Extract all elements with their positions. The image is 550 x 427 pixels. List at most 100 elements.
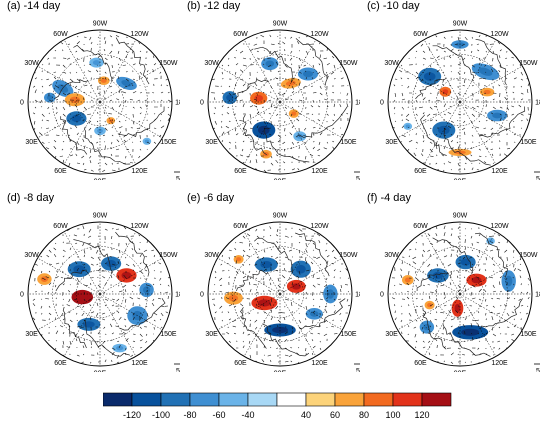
colorbar-label: -120 — [123, 410, 141, 420]
longitude-label: 90E — [454, 371, 467, 373]
longitude-label: 90E — [94, 371, 107, 373]
wind-vector — [341, 326, 342, 327]
anomaly-core — [261, 261, 273, 268]
longitude-label: 30W — [384, 252, 399, 259]
anomaly-core — [505, 276, 512, 287]
map-panel: (d) -8 day90W120W150W180150E120E90E60E30… — [5, 192, 180, 372]
longitude-label: 150W — [159, 252, 178, 259]
longitude-label: 60W — [53, 223, 68, 230]
longitude-label: 150E — [160, 331, 177, 338]
wind-vector — [485, 72, 486, 73]
anomaly-core — [303, 71, 313, 77]
anomaly-core — [122, 272, 132, 279]
colorbar-segment — [364, 393, 393, 406]
wind-vector — [402, 292, 403, 293]
longitude-label: 30W — [204, 60, 219, 67]
map-content — [208, 30, 352, 174]
longitude-label: 120W — [310, 223, 329, 230]
anomaly-core — [291, 111, 296, 115]
wind-vector — [465, 235, 466, 236]
wind-vector — [458, 120, 459, 121]
wind-vector — [70, 285, 71, 286]
polar-map: 90W120W150W180150E120E90E60E30E030W60W5 — [5, 0, 180, 180]
wind-vector — [84, 65, 85, 66]
longitude-label: 30W — [204, 252, 219, 259]
longitude-label: 0 — [20, 100, 24, 107]
anomaly-core — [71, 115, 81, 122]
wind-vector — [256, 271, 257, 272]
map-content — [208, 222, 352, 366]
anomaly-core — [236, 257, 241, 261]
colorbar-label: -60 — [212, 410, 225, 420]
wind-vector — [250, 348, 251, 349]
wind-vector — [416, 93, 417, 94]
longitude-label: 120E — [131, 360, 148, 367]
reference-vector-label: 5 — [176, 176, 180, 180]
colorbar-segment — [422, 393, 451, 406]
longitude-label: 150W — [159, 60, 178, 67]
anomaly-core — [93, 60, 100, 65]
longitude-label: 120E — [131, 168, 148, 175]
longitude-label: 180 — [175, 100, 180, 107]
longitude-label: 150W — [339, 60, 358, 67]
longitude-label: 120W — [490, 31, 509, 38]
reference-vector-label: 5 — [356, 368, 360, 372]
longitude-label: 30E — [25, 331, 38, 338]
longitude-label: 30W — [24, 60, 39, 67]
colorbar-label: -80 — [183, 410, 196, 420]
longitude-label: 150E — [520, 331, 537, 338]
colorbar-segment — [393, 393, 422, 406]
map-panel: (b) -12 day90W120W150W180150E120E90E60E3… — [185, 0, 360, 180]
wind-vector — [299, 313, 300, 314]
anomaly-core — [442, 89, 448, 94]
colorbar-segment — [161, 393, 190, 406]
longitude-label: 90W — [273, 213, 288, 220]
longitude-label: 30W — [24, 252, 39, 259]
wind-vector — [451, 72, 452, 73]
longitude-label: 90W — [273, 21, 288, 28]
wind-vector — [98, 79, 99, 80]
polar-map: 90W120W150W180150E120E90E60E30E030W60W5 — [365, 0, 540, 180]
longitude-label: 150E — [160, 139, 177, 146]
longitude-label: 0 — [200, 292, 204, 299]
longitude-label: 90W — [93, 213, 108, 220]
reference-vector-label: 5 — [536, 176, 540, 180]
anomaly-core — [406, 125, 410, 129]
longitude-label: 30W — [384, 60, 399, 67]
colorbar-segment — [248, 393, 277, 406]
map-panel: (f) -4 day90W120W150W180150E120E90E60E30… — [365, 192, 540, 372]
longitude-label: 30E — [25, 139, 38, 146]
polar-map: 90W120W150W180150E120E90E60E30E030W60W5 — [185, 0, 360, 180]
map-content — [388, 222, 532, 366]
longitude-label: 60E — [54, 168, 67, 175]
wind-vector — [257, 72, 258, 73]
colorbar-segment — [335, 393, 364, 406]
longitude-label: 120W — [130, 31, 149, 38]
anomaly-core — [492, 113, 502, 119]
longitude-label: 120W — [490, 223, 509, 230]
map-content — [28, 30, 172, 174]
longitude-label: 120E — [491, 168, 508, 175]
anomaly-core — [258, 126, 270, 135]
wind-vector — [416, 148, 417, 149]
longitude-label: 120W — [310, 31, 329, 38]
longitude-label: 180 — [355, 292, 360, 299]
anomaly-core — [229, 295, 238, 301]
colorbar-segment — [190, 393, 219, 406]
longitude-label: 120E — [311, 360, 328, 367]
colorbar-label: -40 — [241, 410, 254, 420]
longitude-label: 0 — [380, 100, 384, 107]
wind-vector — [429, 135, 430, 136]
colorbar-label: 120 — [414, 410, 429, 420]
colorbar-segment — [219, 393, 248, 406]
anomaly-core — [455, 304, 461, 313]
longitude-label: 30E — [385, 139, 398, 146]
longitude-label: 180 — [535, 100, 540, 107]
longitude-label: 120E — [491, 360, 508, 367]
wind-vector — [394, 113, 395, 114]
longitude-label: 180 — [355, 100, 360, 107]
map-panel: (c) -10 day90W120W150W180150E120E90E60E3… — [365, 0, 540, 180]
longitude-label: 60W — [413, 31, 428, 38]
